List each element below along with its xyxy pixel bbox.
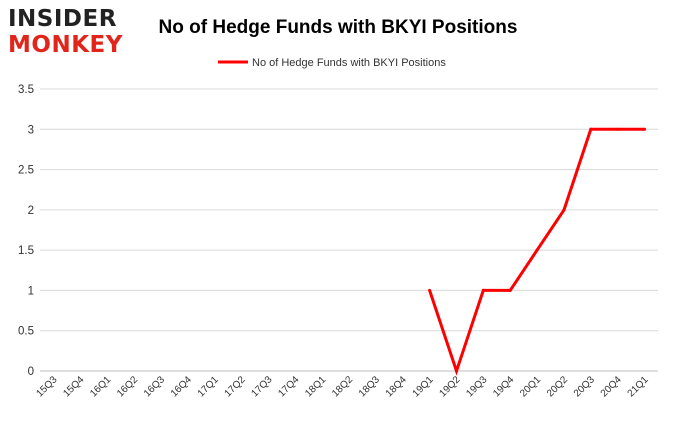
y-tick-label: 0 (28, 366, 34, 378)
legend-label: No of Hedge Funds with BKYI Positions (252, 57, 446, 69)
logo-line-1: INSIDER (8, 6, 117, 32)
x-tick-label: 20Q3 (572, 374, 597, 399)
y-tick-label: 0.5 (18, 326, 34, 338)
data-point (454, 369, 458, 373)
x-tick-label: 19Q4 (491, 374, 516, 399)
x-tick-label: 20Q1 (518, 374, 543, 399)
x-tick-label: 17Q1 (196, 374, 221, 399)
x-tick-label: 16Q2 (115, 374, 140, 399)
x-tick-label: 18Q4 (384, 374, 409, 399)
data-point (562, 208, 566, 212)
y-tick-label: 1.5 (18, 245, 34, 257)
x-tick-label: 15Q3 (34, 374, 59, 399)
x-tick-label: 17Q2 (223, 374, 248, 399)
x-tick-label: 18Q1 (303, 374, 328, 399)
x-tick-label: 15Q4 (61, 374, 86, 399)
chart-title: No of Hedge Funds with BKYI Positions (159, 17, 518, 38)
logo-line-2: MONKEY (8, 32, 123, 58)
insider-monkey-logo: INSIDER MONKEY (8, 6, 123, 58)
x-axis-ticks: 15Q3 15Q4 16Q1 16Q2 16Q3 16Q4 17Q1 17Q2 17Q3 17Q4… (34, 374, 651, 399)
x-tick-label: 19Q3 (464, 374, 489, 399)
x-tick-label: 18Q2 (330, 374, 355, 399)
y-tick-label: 2.5 (18, 165, 34, 177)
x-tick-label: 19Q2 (438, 374, 463, 399)
data-point (481, 288, 485, 292)
y-tick-label: 1 (28, 285, 34, 297)
data-point (535, 248, 539, 252)
x-tick-label: 16Q3 (142, 374, 167, 399)
x-tick-label: 19Q1 (411, 374, 436, 399)
x-tick-label: 18Q3 (357, 374, 382, 399)
data-point (616, 127, 620, 131)
x-tick-label: 16Q1 (88, 374, 113, 399)
data-point (428, 288, 432, 292)
y-axis-ticks: 0 0.5 1 1.5 2 2.5 3 3.5 (18, 84, 34, 378)
x-tick-label: 21Q1 (626, 374, 651, 399)
series-layer (428, 127, 647, 376)
data-point (643, 127, 647, 131)
data-point (589, 127, 593, 131)
y-tick-label: 2 (28, 205, 34, 217)
legend: No of Hedge Funds with BKYI Positions (218, 57, 446, 69)
grid (40, 88, 658, 372)
x-tick-label: 20Q2 (545, 374, 570, 399)
data-point (508, 288, 512, 292)
y-tick-label: 3 (28, 124, 34, 136)
x-tick-label: 17Q4 (276, 374, 301, 399)
x-tick-label: 20Q4 (599, 374, 624, 399)
x-tick-label: 17Q3 (249, 374, 274, 399)
y-tick-label: 3.5 (18, 84, 34, 96)
x-tick-label: 16Q4 (169, 374, 194, 399)
